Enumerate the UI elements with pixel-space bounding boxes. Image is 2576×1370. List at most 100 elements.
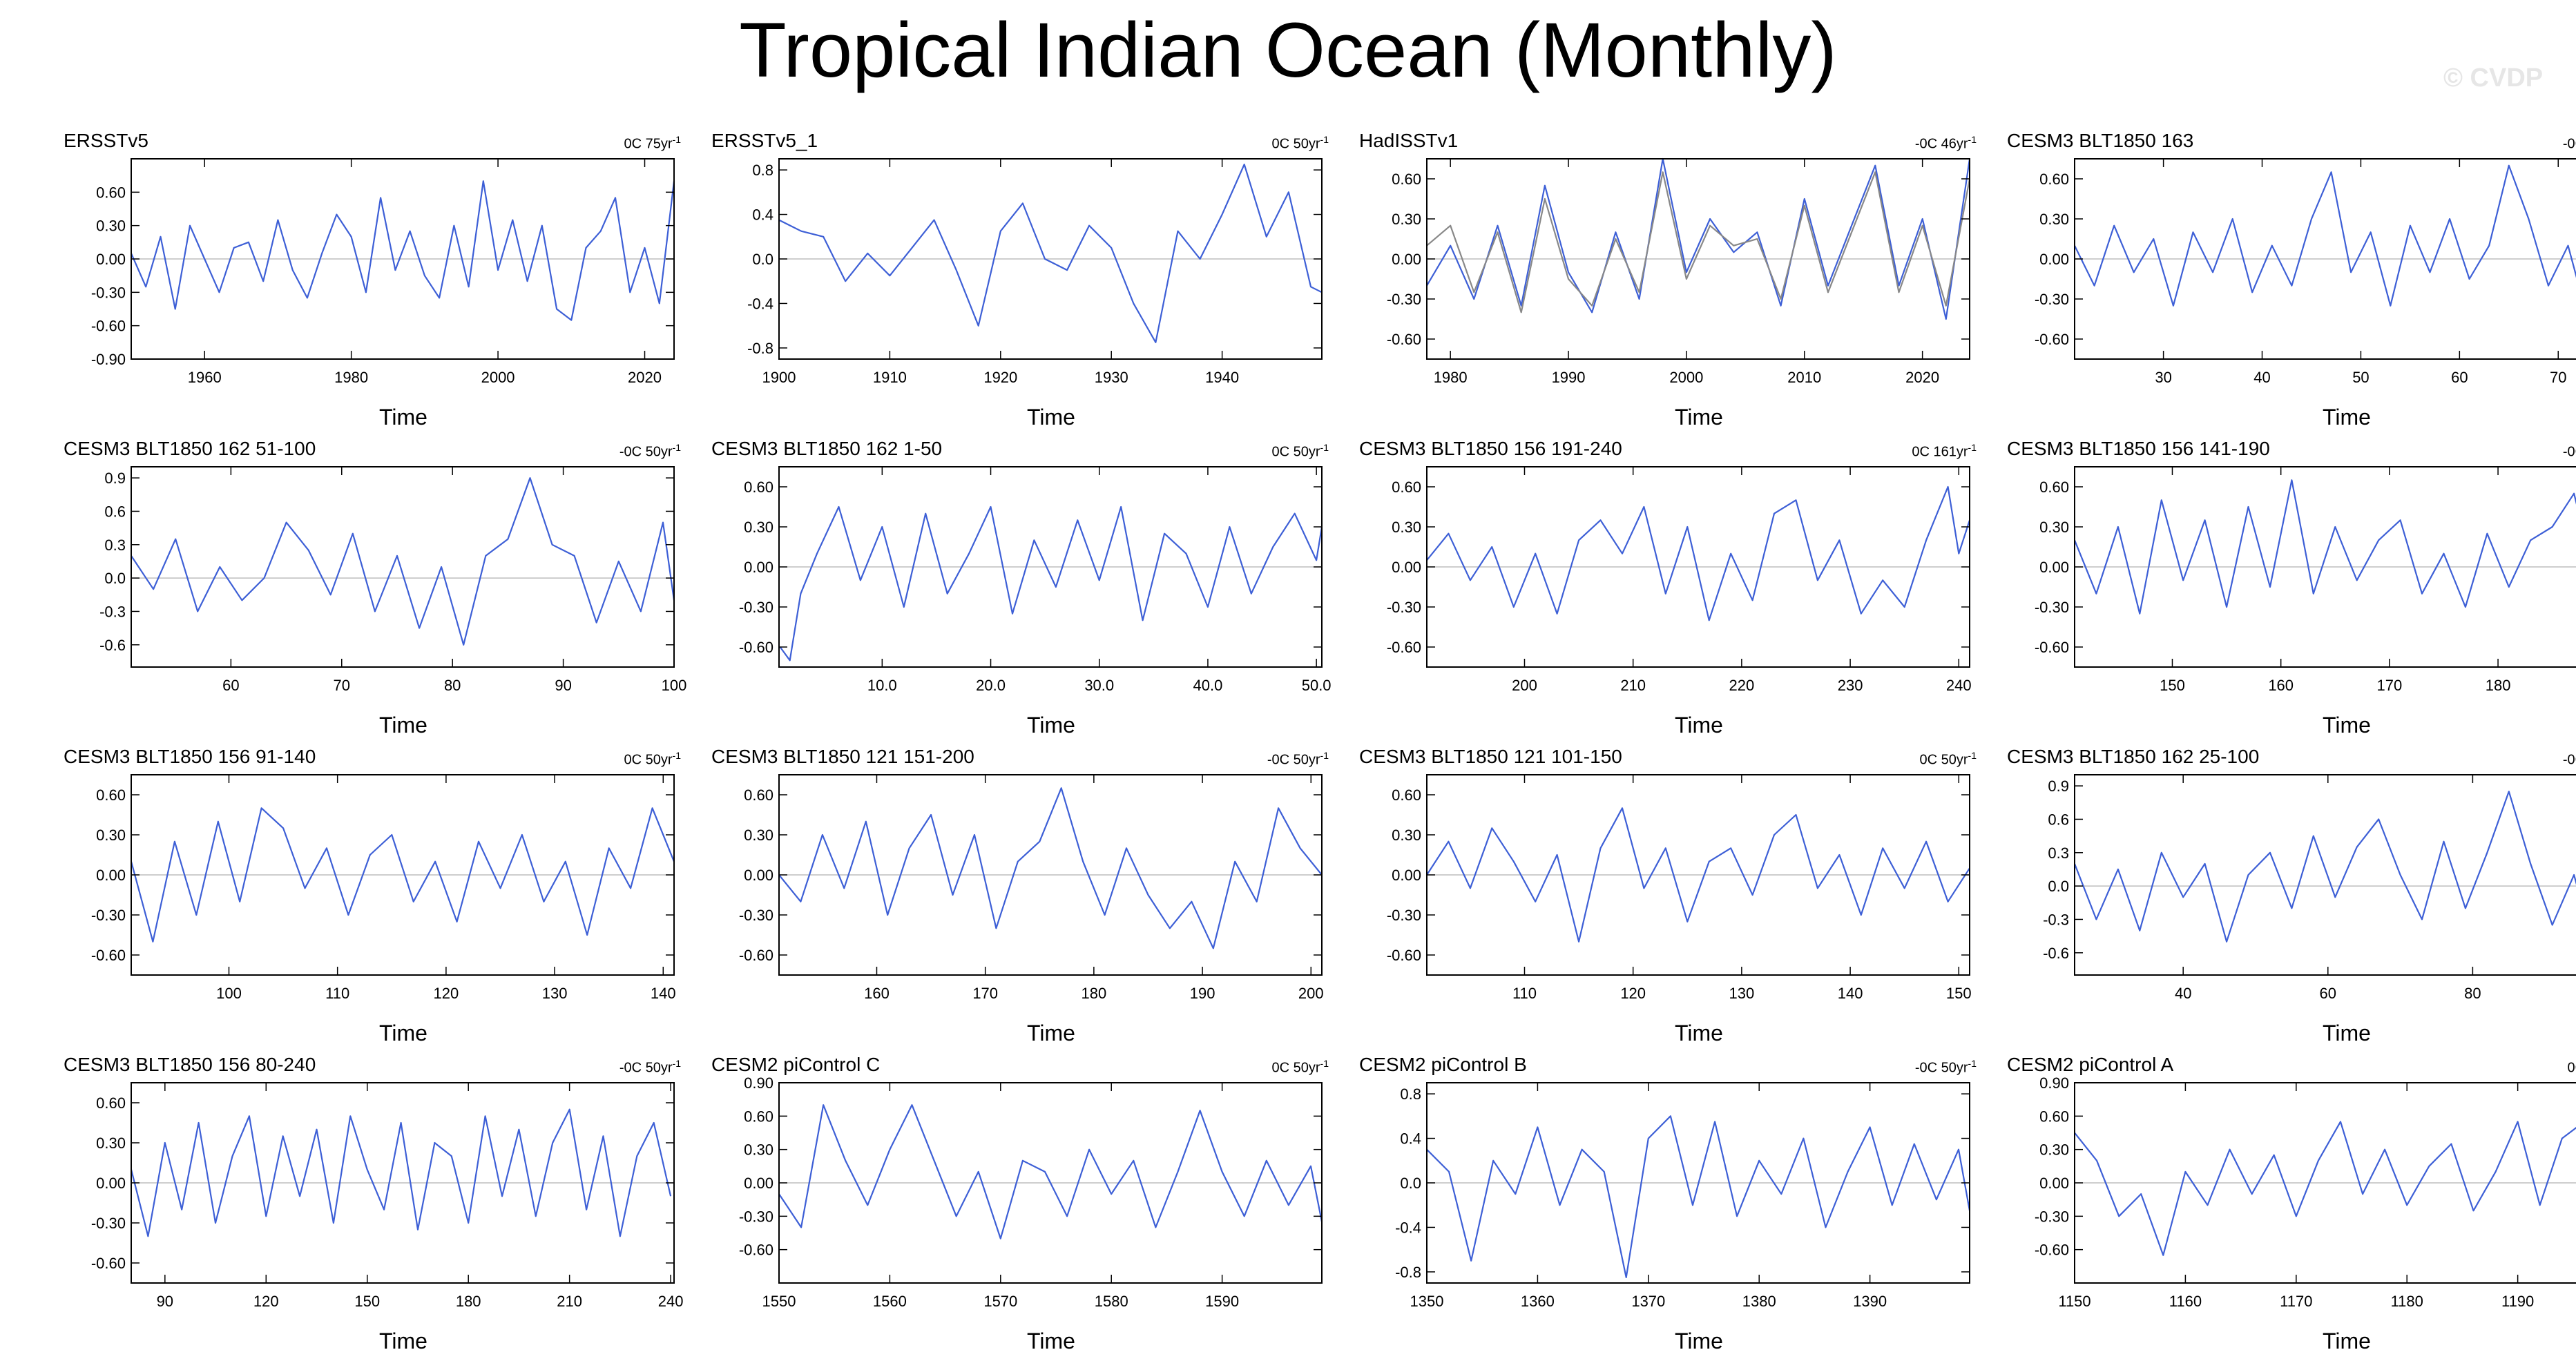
x-tick-label: 120 <box>434 985 459 1002</box>
x-tick-label: 10.0 <box>867 677 897 694</box>
series-line <box>1426 1115 1971 1278</box>
x-tick-label: 60 <box>2451 369 2468 386</box>
chart-panel: ERSSTv5 0C 75yr-1 -0.90 -0.60 -0.30 0.00 0.30 0… <box>62 128 684 436</box>
x-tick-label: 80 <box>444 677 461 694</box>
x-tick-label: 1170 <box>2280 1293 2312 1310</box>
x-tick-label: 20.0 <box>976 677 1006 694</box>
y-tick-label: -0.8 <box>747 340 773 357</box>
y-tick-label: 0.00 <box>2039 1175 2069 1192</box>
x-axis-label: Time <box>379 1329 427 1353</box>
chart-panel: CESM3 BLT1850 162 25-100 -0C 50yr-1 -0.6 -0… <box>2006 744 2576 1052</box>
y-tick-label: 0.8 <box>1400 1086 1421 1103</box>
chart-panel: ERSSTv5_1 0C 50yr-1 -0.8 -0.4 0.0 0.4 0.8 1900 1… <box>710 128 1332 436</box>
trend-value: -0C 50yr <box>1267 752 1320 768</box>
x-axis-label: Time <box>1675 1021 1723 1045</box>
panel-title: CESM3 BLT1850 156 91-140 <box>64 746 316 767</box>
x-tick-label: 200 <box>1512 677 1537 694</box>
panel-title: CESM3 BLT1850 162 25-100 <box>2007 746 2260 767</box>
x-tick-label: 1560 <box>873 1293 907 1310</box>
y-tick-label: 0.30 <box>2039 211 2069 228</box>
trend-unit: -1 <box>1968 134 1977 145</box>
y-tick-label: 0.4 <box>752 206 773 224</box>
y-tick-label: 0.00 <box>744 867 773 884</box>
y-tick-label: -0.60 <box>739 1242 773 1259</box>
y-tick-label: 0.9 <box>2048 778 2069 795</box>
trend-label: -0C 50yr-1 <box>2563 131 2576 153</box>
panel-title: CESM2 piControl A <box>2007 1054 2174 1075</box>
panel-title: CESM3 BLT1850 156 80-240 <box>64 1054 316 1075</box>
y-tick-label: 0.30 <box>744 1141 773 1159</box>
x-tick-label: 40.0 <box>1193 677 1223 694</box>
trend-value: 0C 161yr <box>1912 444 1968 460</box>
y-tick-label: 0.60 <box>96 1094 126 1112</box>
y-tick-label: 0.9 <box>104 470 126 487</box>
x-tick-label: 150 <box>2160 677 2185 694</box>
chart-panel: CESM3 BLT1850 121 101-150 0C 50yr-1 -0.60 -… <box>1358 744 1979 1052</box>
y-tick-label: 0.3 <box>2048 845 2069 862</box>
trend-label: 0C 50yr-1 <box>1272 439 1329 461</box>
trend-unit: -1 <box>1968 750 1977 761</box>
y-tick-label: 0.00 <box>96 1175 126 1192</box>
trend-label: 0C 75yr-1 <box>624 131 681 153</box>
trend-unit: -1 <box>1968 1058 1977 1069</box>
x-tick-label: 50.0 <box>1302 677 1332 694</box>
y-tick-label: -0.8 <box>1395 1264 1421 1281</box>
x-tick-label: 120 <box>1620 985 1646 1002</box>
x-tick-label: 160 <box>864 985 890 1002</box>
chart-panel: CESM3 BLT1850 162 51-100 -0C 50yr-1 -0.6 -0… <box>62 436 686 744</box>
x-tick-label: 1960 <box>188 369 222 386</box>
panel-title: CESM3 BLT1850 121 101-150 <box>1359 746 1622 767</box>
x-tick-label: 1900 <box>762 369 796 386</box>
trend-value: 0C 50yr <box>1271 444 1320 460</box>
x-axis-label: Time <box>379 713 427 737</box>
x-tick-label: 50 <box>2352 369 2369 386</box>
chart-svg: -0.60 -0.30 0.00 0.30 0.60 1980 1990 2000 2010 20… <box>1387 157 1971 386</box>
trend-label: -0C 50yr-1 <box>619 1055 681 1077</box>
x-tick-label: 240 <box>658 1293 684 1310</box>
y-tick-label: -0.60 <box>2035 331 2069 348</box>
trend-unit: -1 <box>1320 750 1329 761</box>
panel-title: CESM3 BLT1850 156 141-190 <box>2007 438 2270 459</box>
series-line <box>130 1108 672 1237</box>
x-tick-label: 170 <box>2377 677 2403 694</box>
chart-svg: -0.60 -0.30 0.00 0.30 0.60 160 170 180 190 200 <box>739 774 1324 1002</box>
trend-unit: -1 <box>672 750 681 761</box>
y-tick-label: -0.30 <box>1387 291 1421 308</box>
trend-unit: -1 <box>672 442 681 453</box>
series-line <box>1426 485 1971 621</box>
y-tick-label: 0.60 <box>2039 171 2069 188</box>
x-tick-label: 1360 <box>1521 1293 1555 1310</box>
series-line <box>130 807 675 943</box>
trend-unit: -1 <box>1320 134 1329 145</box>
y-tick-label: 0.60 <box>2039 479 2069 496</box>
x-tick-label: 2000 <box>481 369 515 386</box>
y-tick-label: 0.60 <box>744 479 773 496</box>
x-tick-label: 200 <box>1298 985 1324 1002</box>
chart-svg: -0.60 -0.30 0.00 0.30 0.60 10.0 20.0 30.0 40.0 50… <box>739 466 1332 694</box>
trend-label: 0C 50yr-1 <box>1920 747 1977 769</box>
chart-panel: CESM3 BLT1850 163 -0C 50yr-1 -0.60 -0.30 0.0… <box>2006 128 2576 436</box>
y-tick-label: -0.30 <box>739 1208 773 1225</box>
x-axis-label: Time <box>2323 713 2371 737</box>
y-tick-label: -0.60 <box>1387 331 1421 348</box>
x-axis-label: Time <box>1675 1329 1723 1353</box>
x-tick-label: 230 <box>1838 677 1863 694</box>
chart-svg: -0.60 -0.30 0.00 0.30 0.60 200 210 220 230 240 <box>1387 466 1972 694</box>
trend-value: 0C 50yr <box>1271 1060 1320 1076</box>
panel-title: CESM3 BLT1850 162 51-100 <box>64 438 316 459</box>
chart-svg: -0.60-0.300.000.300.60150160170180190 <box>2035 466 2576 694</box>
trend-value: 0C 50yr <box>624 752 673 768</box>
trend-unit: -1 <box>1320 1058 1329 1069</box>
chart-panel: HadISSTv1 -0C 46yr-1 -0.60 -0.30 0.00 0.30 0.6… <box>1358 128 1979 436</box>
y-tick-label: -0.90 <box>91 351 126 368</box>
series-line <box>1426 807 1970 943</box>
x-tick-label: 1590 <box>1205 1293 1239 1310</box>
y-tick-label: 0.6 <box>104 503 126 520</box>
x-axis-label: Time <box>2323 405 2371 430</box>
chart-panel: CESM3 BLT1850 162 1-50 0C 50yr-1 -0.60 -0.3… <box>710 436 1332 744</box>
chart-svg: -0.8 -0.4 0.0 0.4 0.8 1350 1360 1370 1380 1390 <box>1395 1082 1971 1310</box>
x-tick-label: 60 <box>222 677 239 694</box>
y-tick-label: 0.60 <box>96 184 126 201</box>
y-tick-label: -0.60 <box>1387 947 1421 964</box>
x-tick-label: 1350 <box>1410 1293 1444 1310</box>
